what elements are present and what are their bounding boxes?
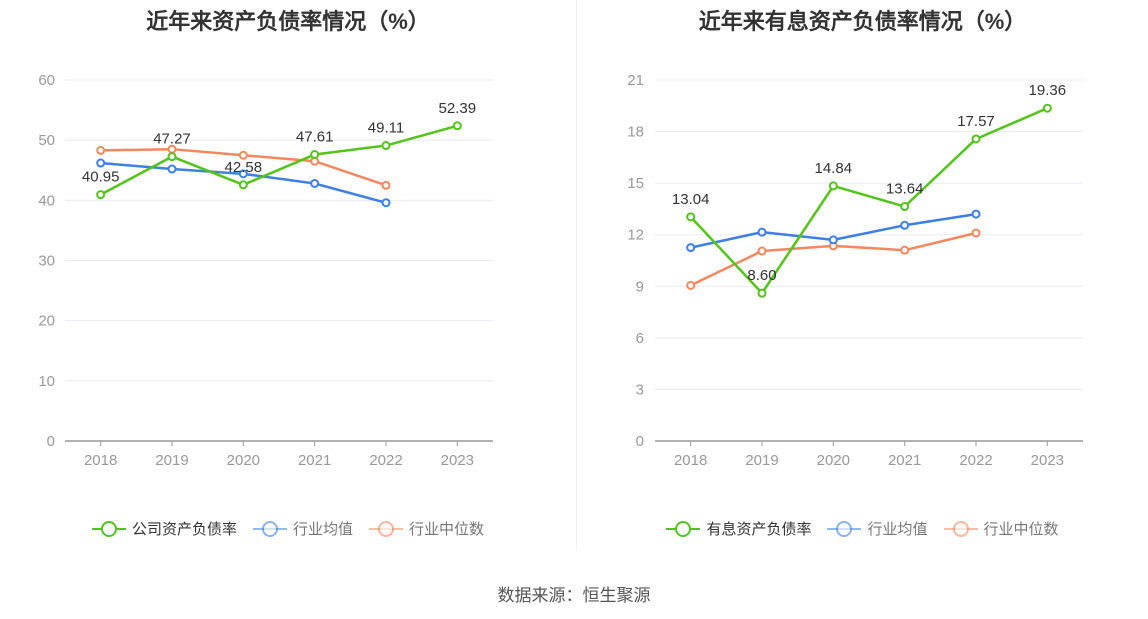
y-tick-label: 50 [38,132,55,149]
panel-divider [576,0,577,550]
data-point [381,141,391,151]
data-point [686,280,696,290]
y-tick-label: 6 [636,330,644,347]
legend-item[interactable]: 行业中位数 [369,518,484,539]
data-point [238,180,248,190]
chart-title: 近年来有息资产负债率情况（%） [698,9,1027,34]
data-point [96,190,106,200]
data-label: 17.57 [957,113,995,130]
data-point [310,178,320,188]
legend-label: 行业中位数 [409,521,485,538]
data-label: 40.95 [82,169,120,186]
data-label: 8.60 [747,267,776,284]
x-tick-label: 2022 [959,452,992,469]
data-source: 数据来源：恒生聚源 [497,586,651,605]
x-tick-label: 2019 [745,452,778,469]
x-tick-label: 2018 [84,452,117,469]
data-point [310,150,320,160]
legend-marker-icon [943,519,978,539]
legend-marker-icon [666,519,701,539]
legend-item[interactable]: 公司资产负债率 [91,518,237,539]
y-tick-label: 9 [636,278,644,295]
y-tick-label: 3 [636,381,644,398]
x-tick-label: 2020 [227,452,260,469]
data-point [238,169,248,179]
legend-label: 行业均值 [292,521,353,538]
series-line [100,124,458,196]
legend-marker-icon [369,519,403,539]
data-label: 13.64 [886,181,924,198]
x-tick-label: 2023 [1031,452,1064,469]
y-tick-label: 12 [627,227,644,244]
data-label: 47.61 [296,129,334,146]
data-point [686,243,696,253]
legend-item[interactable]: 行业均值 [252,518,353,539]
x-tick-label: 2022 [369,452,402,469]
data-point [452,121,462,131]
data-point [686,212,696,222]
legend-label: 行业均值 [867,521,928,538]
y-tick-label: 0 [636,433,644,450]
data-point [167,152,177,162]
data-point [828,235,838,245]
data-point [167,164,177,174]
legend-item[interactable]: 行业均值 [827,518,928,539]
data-point [900,220,910,230]
y-tick-label: 21 [627,72,644,89]
x-tick-label: 2021 [888,452,921,469]
y-tick-label: 40 [38,192,55,209]
x-tick-label: 2020 [817,452,850,469]
y-tick-label: 10 [38,373,55,390]
legend-label: 公司资产负债率 [131,521,237,538]
data-point [971,134,981,144]
left-chart-panel: 近年来资产负债率情况（%） 0 10 20 30 40 50 60 2018 2019 2020 2… [0,0,576,560]
y-tick-label: 15 [627,175,644,192]
right-chart-panel: 近年来有息资产负债率情况（%） 0 3 6 9 12 15 18 21 2018 2019 2020… [577,0,1148,560]
data-point [971,228,981,238]
data-point [96,158,106,168]
data-label: 49.11 [368,120,404,137]
y-tick-label: 30 [38,253,55,270]
data-point [1042,103,1052,113]
chart-legend: 有息资产负债率 行业均值 行业中位数 [577,518,1148,539]
x-tick-label: 2021 [298,452,331,469]
legend-label: 行业中位数 [983,521,1059,538]
legend-item[interactable]: 行业中位数 [943,518,1059,539]
x-tick-label: 2018 [674,452,707,469]
data-point [828,181,838,191]
data-point [381,198,391,208]
data-label: 19.36 [1029,82,1067,99]
data-point [757,288,767,298]
data-point [971,209,981,219]
legend-marker-icon [91,519,126,539]
legend-label: 有息资产负债率 [706,521,812,538]
x-tick-label: 2019 [155,452,188,469]
data-label: 47.27 [153,131,191,148]
data-label: 14.84 [815,160,853,177]
data-point [96,145,106,155]
data-label: 42.58 [225,159,263,176]
data-point [900,202,910,212]
y-tick-label: 20 [38,313,55,330]
data-point [900,245,910,255]
series-line [689,107,1048,295]
data-point [381,180,391,190]
y-tick-label: 60 [38,72,55,89]
legend-marker-icon [827,519,862,539]
chart-title: 近年来资产负债率情况（%） [146,9,430,34]
data-point [757,227,767,237]
x-tick-label: 2023 [441,452,474,469]
legend-marker-icon [252,519,287,539]
y-tick-label: 0 [47,433,55,450]
data-label: 52.39 [439,100,477,117]
left-line-chart: 0 10 20 30 40 50 60 2018 2019 2020 2021 2022 2023 40.… [38,72,493,469]
data-point [757,246,767,256]
data-label: 13.04 [672,191,710,208]
legend-item[interactable]: 有息资产负债率 [666,518,811,539]
right-line-chart: 0 3 6 9 12 15 18 21 2018 2019 2020 2021 2022 2023 13.0… [627,72,1083,469]
y-tick-label: 18 [627,124,644,141]
data-point [238,150,248,160]
chart-legend: 公司资产负债率 行业均值 行业中位数 [0,518,576,539]
